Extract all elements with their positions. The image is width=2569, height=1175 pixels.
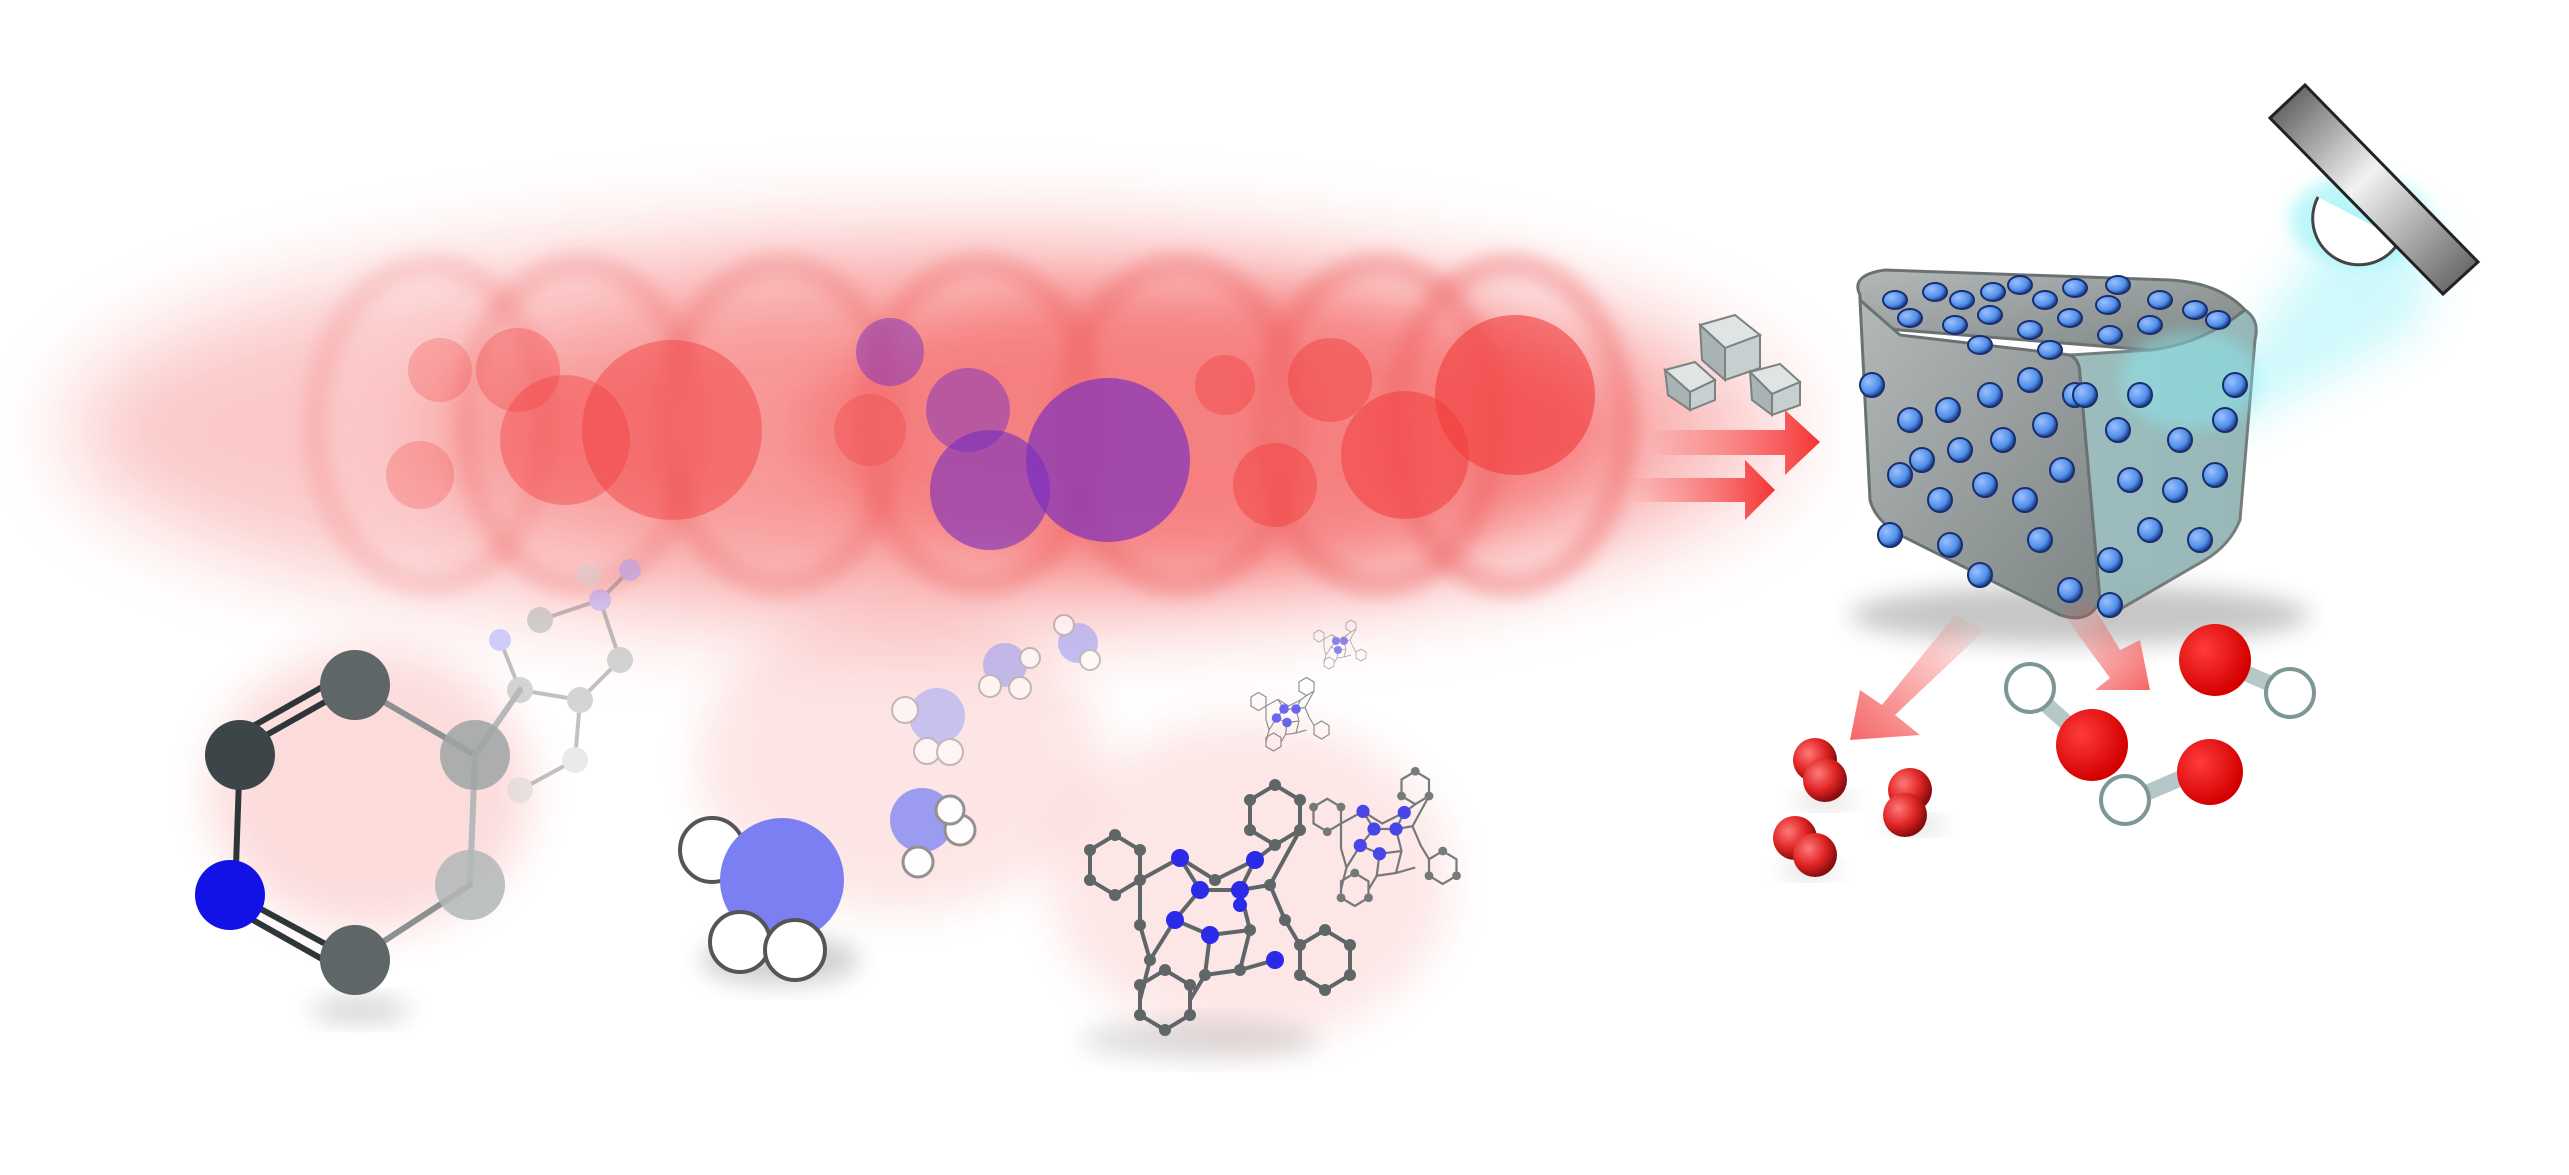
crystallites-icon bbox=[1662, 313, 1802, 417]
light-source-icon bbox=[2200, 82, 2481, 430]
porous-cluster-icon bbox=[1850, 268, 2310, 645]
pyridine-molecule-icon bbox=[195, 559, 641, 1024]
o2-molecule-icon bbox=[1773, 738, 1945, 878]
down-arrow-icon bbox=[1850, 600, 2150, 740]
water-molecule-icon bbox=[678, 610, 1101, 985]
hydroxyl-group-icon bbox=[2004, 624, 2316, 826]
phthalocyanine-molecule-icon bbox=[1050, 619, 1461, 1060]
right-arrow-icon bbox=[1630, 410, 1820, 520]
laser-beam-icon bbox=[70, 230, 1790, 630]
